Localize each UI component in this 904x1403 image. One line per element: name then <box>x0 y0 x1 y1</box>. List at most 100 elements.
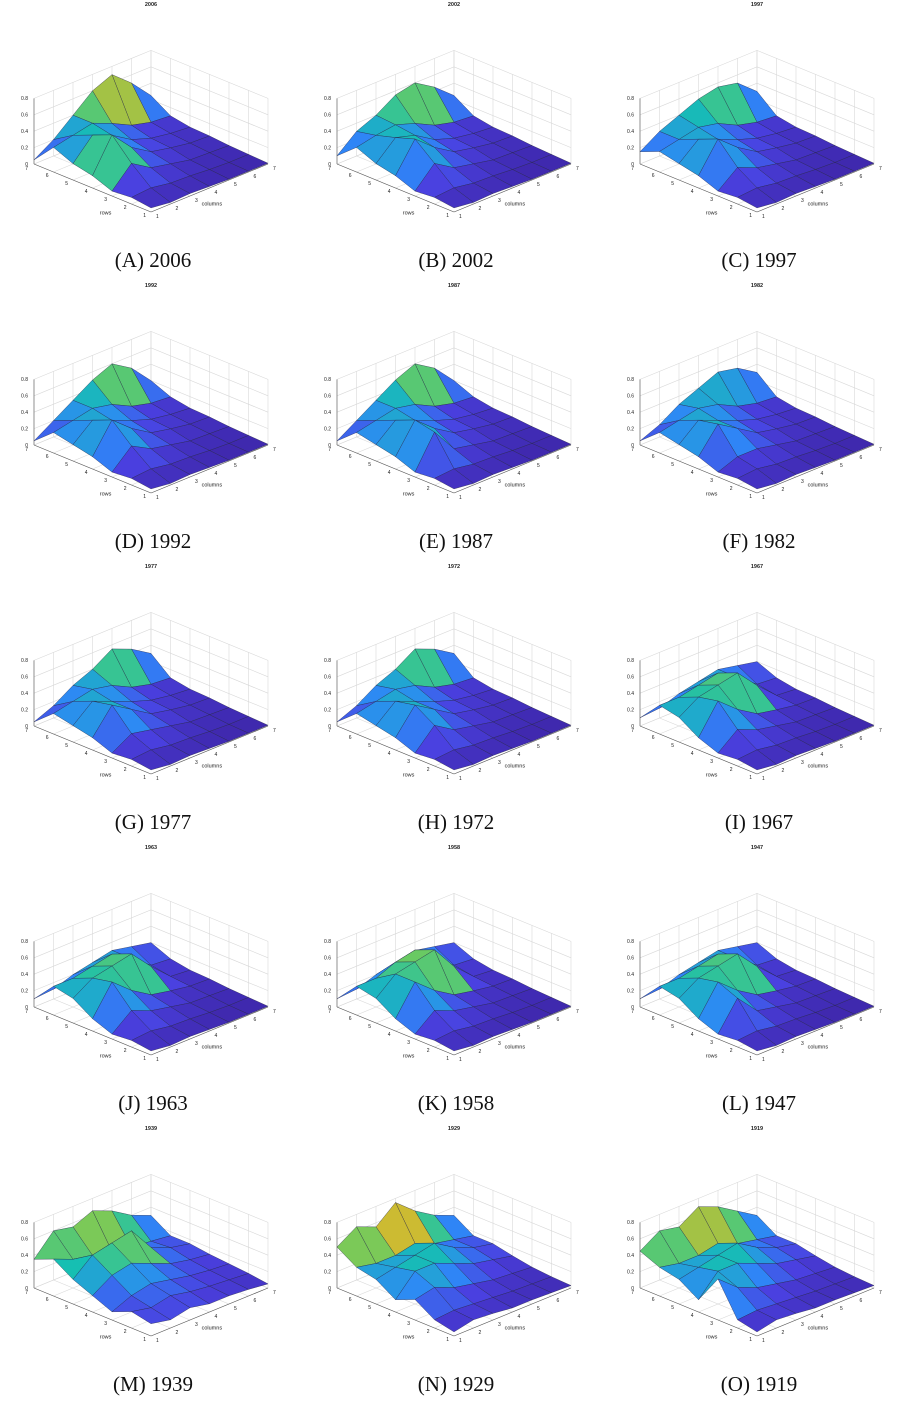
plot-title: 1977 <box>145 564 157 570</box>
z-tick-label: 0.4 <box>324 129 331 135</box>
surface-patch <box>131 749 171 771</box>
axis-lines <box>33 941 269 1056</box>
column-tick-label: 2 <box>479 768 482 774</box>
surface-mesh <box>336 648 572 771</box>
caption-year: 2006 <box>149 248 192 272</box>
surface-patch <box>434 1310 474 1333</box>
surface-patch <box>737 1310 777 1333</box>
column-tick-label: 3 <box>498 760 501 766</box>
column-tick-label: 3 <box>498 479 501 485</box>
column-tick-label: 4 <box>215 190 218 196</box>
axis-lines <box>336 1222 572 1337</box>
column-tick-label: 5 <box>234 182 237 188</box>
z-tick-label: 0.2 <box>21 988 28 994</box>
row-tick-label: 1 <box>446 1056 449 1062</box>
column-tick-label: 3 <box>801 1041 804 1047</box>
row-tick-label: 6 <box>46 735 49 741</box>
columns-axis-line <box>756 1287 875 1337</box>
z-tick-label: 0.2 <box>627 707 634 713</box>
z-tick-label: 0.8 <box>21 939 28 945</box>
columns-axis-line <box>453 163 572 213</box>
z-tick-label: 0.2 <box>627 1269 634 1275</box>
grid-line <box>336 612 572 661</box>
row-tick-label: 5 <box>671 743 674 749</box>
panel-caption: (L) 1947 <box>609 1091 904 1116</box>
row-tick-label: 3 <box>407 478 410 484</box>
surface-plot: 1967 0 0.2 0.4 0.6 0.8 1 2 3 4 5 6 7 1 2 3 4 5 6 7 rows colum… <box>627 564 882 782</box>
column-tick-label: 7 <box>576 728 579 734</box>
caption-label: (K) <box>417 1091 447 1115</box>
grid-line <box>33 925 269 975</box>
row-tick-label: 7 <box>25 1009 28 1015</box>
row-tick-label: 1 <box>749 494 752 500</box>
column-tick-label: 6 <box>254 736 257 742</box>
plot-title: 1997 <box>751 2 763 8</box>
column-tick-label: 5 <box>537 1306 540 1312</box>
z-tick-label: 0.8 <box>324 939 331 945</box>
rows-axis-label: rows <box>100 1334 112 1340</box>
surface-mesh <box>336 1202 572 1333</box>
surface-plot: 1977 0 0.2 0.4 0.6 0.8 1 2 3 4 5 6 7 1 2 3 4 5 6 7 rows colum… <box>21 564 276 782</box>
column-tick-label: 2 <box>176 1049 179 1055</box>
caption-year: 1997 <box>754 248 797 272</box>
columns-axis-label: columns <box>505 764 526 770</box>
z-tick-label: 0.6 <box>21 675 28 681</box>
row-tick-label: 5 <box>368 1305 371 1311</box>
grid-line <box>336 644 572 694</box>
row-tick-label: 7 <box>631 166 634 172</box>
rows-axis-line <box>33 163 152 213</box>
columns-axis-label: columns <box>202 764 223 770</box>
surface-panel: 1967 0 0.2 0.4 0.6 0.8 1 2 3 4 5 6 7 1 2 3 4 5 6 7 rows colum… <box>609 562 904 841</box>
z-tick-label: 0.6 <box>627 113 634 119</box>
plot-title: 1919 <box>751 1126 763 1132</box>
grid-line <box>33 893 269 942</box>
row-tick-label: 7 <box>631 728 634 734</box>
column-tick-label: 1 <box>459 1338 462 1344</box>
row-tick-label: 4 <box>85 470 88 476</box>
row-tick-label: 2 <box>427 1329 430 1335</box>
z-tick-label: 0 <box>631 443 634 449</box>
column-tick-label: 1 <box>156 1057 159 1063</box>
column-tick-label: 1 <box>156 214 159 220</box>
row-tick-label: 6 <box>349 1016 352 1022</box>
row-tick-label: 5 <box>671 1305 674 1311</box>
column-tick-label: 3 <box>801 198 804 204</box>
column-tick-label: 7 <box>273 166 276 172</box>
caption-year: 1919 <box>755 1372 798 1396</box>
z-tick-label: 0 <box>25 162 28 168</box>
column-tick-label: 5 <box>840 182 843 188</box>
surface-panel: 1958 0 0.2 0.4 0.6 0.8 1 2 3 4 5 6 7 1 2 3 4 5 6 7 rows colum… <box>306 843 606 1122</box>
rows-axis-label: rows <box>403 1053 415 1059</box>
z-tick-label: 0.6 <box>627 675 634 681</box>
columns-axis-label: columns <box>202 1326 223 1332</box>
columns-axis-label: columns <box>808 483 829 489</box>
row-tick-label: 6 <box>652 1297 655 1303</box>
z-tick-label: 0.8 <box>21 377 28 383</box>
column-tick-label: 7 <box>273 1290 276 1296</box>
row-tick-label: 2 <box>730 1048 733 1054</box>
column-tick-label: 5 <box>234 463 237 469</box>
rows-axis-label: rows <box>706 772 718 778</box>
row-tick-label: 5 <box>368 743 371 749</box>
rows-axis-label: rows <box>100 210 112 216</box>
columns-axis-line <box>150 1287 269 1337</box>
grid-line <box>33 363 269 413</box>
row-tick-label: 6 <box>349 454 352 460</box>
column-tick-label: 5 <box>537 463 540 469</box>
row-tick-label: 3 <box>104 1321 107 1327</box>
column-tick-label: 4 <box>215 752 218 758</box>
grid-line <box>336 363 572 413</box>
surface-panel: 1947 0 0.2 0.4 0.6 0.8 1 2 3 4 5 6 7 1 2 3 4 5 6 7 rows colum… <box>609 843 904 1122</box>
z-tick-label: 0.4 <box>324 691 331 697</box>
row-tick-label: 3 <box>104 197 107 203</box>
axis-lines <box>336 379 572 494</box>
row-tick-label: 1 <box>143 213 146 219</box>
row-tick-label: 3 <box>710 759 713 765</box>
row-tick-label: 4 <box>85 1313 88 1319</box>
grid-line <box>336 331 572 380</box>
surface-patch <box>131 187 171 209</box>
plot-title: 1929 <box>448 1126 460 1132</box>
z-tick-label: 0.4 <box>627 691 634 697</box>
row-tick-label: 1 <box>446 775 449 781</box>
